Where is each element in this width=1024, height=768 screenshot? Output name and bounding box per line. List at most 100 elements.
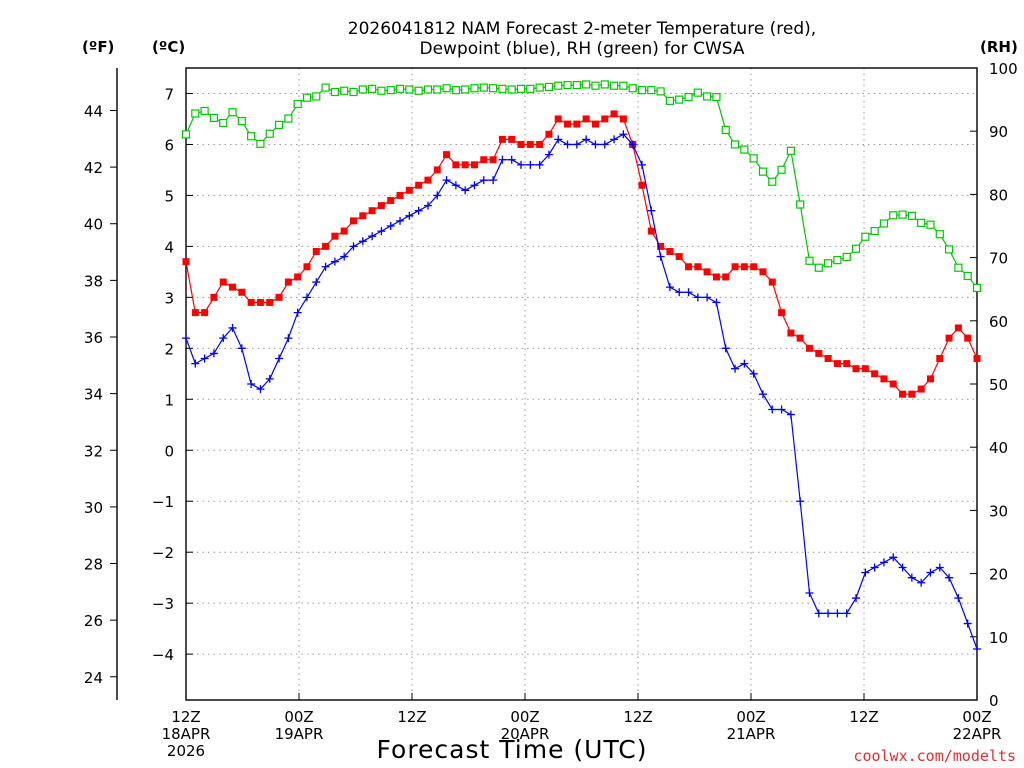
data-point [572,80,581,90]
data-point [200,354,209,363]
x-tick-label: 12Z [849,708,878,726]
data-point [452,161,460,169]
data-point [851,244,861,253]
data-point [498,155,507,164]
data-point [349,242,358,251]
data-point [330,87,339,97]
data-point [498,135,506,143]
fahrenheit-tick-label: 36 [84,329,103,347]
data-point [842,252,851,262]
data-point [265,129,274,138]
data-point [666,247,674,255]
data-point [647,227,655,235]
data-point [461,161,469,169]
x-tick-label: 00Z [510,708,539,726]
data-point [647,86,656,95]
celsius-tick-label: −4 [152,646,174,664]
data-point [778,309,786,317]
data-point [833,360,841,368]
data-point [879,219,889,228]
data-point [182,258,190,266]
series-rh [181,80,982,293]
data-point [619,81,628,90]
data-point [740,145,749,154]
data-point [582,115,590,123]
data-point [880,375,888,383]
data-point [898,210,907,219]
data-point [386,86,395,95]
data-point [470,84,479,93]
rh-tick-label: 0 [989,692,999,710]
fahrenheit-tick-label: 30 [84,499,103,517]
data-point [899,390,907,398]
data-point [684,92,693,102]
data-point [321,262,330,271]
data-point [656,87,665,96]
data-point [526,84,535,93]
data-point [480,156,488,164]
data-point [554,135,563,144]
data-point [526,140,534,148]
data-point [191,309,199,317]
gridlines [186,68,977,700]
data-point [545,130,553,138]
x-tick-label: 12Z [623,708,652,726]
data-point [461,85,470,94]
data-point [768,278,776,286]
celsius-tick-label: 3 [164,289,174,307]
data-point [972,283,982,293]
fahrenheit-tick-label: 44 [84,102,103,120]
celsius-tick-label: 5 [164,187,174,205]
data-point [229,283,237,291]
data-point [507,155,516,164]
data-point [265,374,274,383]
rh-tick-label: 30 [989,502,1008,520]
data-point [181,130,191,139]
data-point [433,85,442,94]
data-point [303,263,311,271]
data-point [572,140,581,149]
data-point [740,263,748,271]
data-point [722,273,730,281]
data-point [824,609,833,618]
data-point [731,364,740,373]
data-point [498,84,507,93]
data-point [322,242,330,250]
x-tick-label: 12Z [171,708,200,726]
series-line [185,133,978,650]
data-point [628,140,637,149]
data-point [582,80,591,89]
celsius-tick-label: −3 [152,595,174,613]
data-point [833,609,842,618]
data-point [275,293,283,301]
data-point [796,334,804,342]
celsius-tick-label: −2 [152,544,174,562]
data-point [600,140,609,149]
unit-celsius: (ºC) [152,38,185,56]
data-point [768,177,777,186]
data-point [591,140,600,149]
data-point [228,108,237,117]
data-point [814,609,823,618]
x-tick-label: 12Z [397,708,426,726]
data-point [871,370,879,378]
plot-frame [185,67,978,701]
data-point [517,160,526,169]
data-point [209,349,218,358]
data-point [637,160,646,169]
data-point [721,344,730,353]
data-point [219,118,228,128]
data-point [758,167,768,176]
data-point [415,181,423,189]
data-point [787,329,795,337]
data-point [396,216,405,225]
data-point [675,253,683,261]
data-point [395,84,405,93]
data-point [358,237,367,246]
data-point [274,120,284,129]
data-point [712,298,721,307]
data-point [703,268,711,276]
data-point [294,273,302,281]
celsius-tick-label: 4 [164,238,174,256]
data-point [563,140,572,149]
